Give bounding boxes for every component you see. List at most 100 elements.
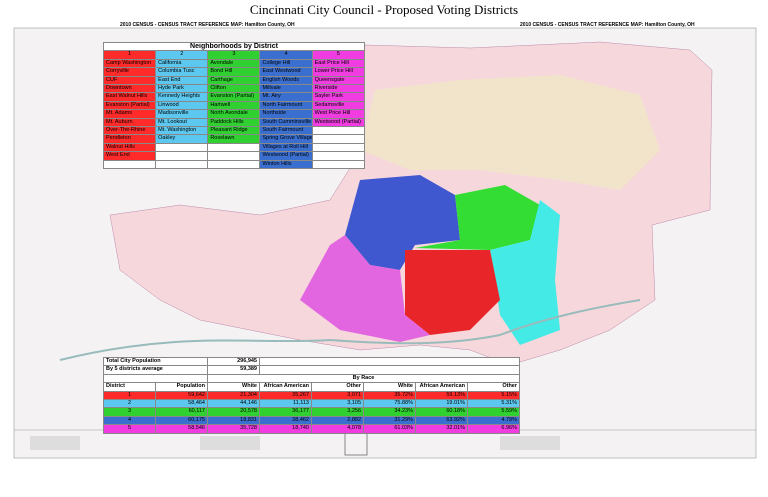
column-header: Other: [467, 382, 520, 392]
neighborhood: North Avondale: [207, 109, 261, 119]
neighborhood: Linwood: [155, 100, 209, 111]
district-number: 2: [155, 50, 209, 60]
neighborhood: Northside: [259, 109, 313, 119]
empty-cell: [207, 159, 261, 170]
empty-cell: [311, 142, 366, 153]
neighborhood: California: [155, 58, 209, 69]
footer-note: [500, 436, 560, 450]
neighborhood: West Price Hill: [311, 109, 366, 119]
neighborhood: Kennedy Heights: [155, 92, 209, 102]
neighborhood: Mt. Airy: [259, 92, 313, 102]
neighborhood: Villages at Roll Hill: [259, 142, 313, 153]
neighborhood: Avondale: [207, 58, 261, 69]
neighborhood: Westwood (Partial): [311, 117, 366, 128]
empty-cell: [207, 142, 261, 153]
neighborhood: Bond Hill: [207, 67, 261, 77]
neighborhood: Clifton: [207, 84, 261, 94]
cell: 5.59%: [467, 407, 520, 417]
cell: 35,267: [259, 390, 312, 401]
cell: 60.18%: [415, 407, 468, 417]
column-header: Other: [311, 382, 364, 392]
neighborhood: Hyde Park: [155, 84, 209, 94]
neighborhood-table: Neighborhoods by District 1 2 3 4 5 Camp Washi…: [102, 41, 366, 170]
district-4: [345, 175, 460, 270]
neighborhood: East End: [155, 75, 209, 86]
cell: 4,078: [311, 424, 364, 434]
value: 59,389: [207, 365, 260, 375]
cell: 18,740: [259, 424, 312, 434]
cell: 35.72%: [363, 390, 416, 401]
row: Evanston (Partial) Linwood Hartwell North F…: [102, 100, 366, 111]
row: Neighborhoods by District: [103, 41, 365, 52]
cell: 44,146: [207, 399, 260, 409]
empty-cell: [311, 151, 366, 161]
district-number: 5: [311, 50, 366, 60]
neighborhood: West End: [102, 151, 157, 161]
empty-cell: [155, 142, 209, 153]
cell: 18,831: [207, 415, 260, 426]
cell: 3: [103, 407, 156, 417]
neighborhood: Pleasant Ridge: [207, 126, 261, 136]
neighborhood: Spring Grove Village: [259, 134, 313, 144]
neighborhood: Mt. Lookout: [155, 117, 209, 128]
neighborhood: Evanston (Partial): [102, 100, 157, 111]
neighborhood: East Westwood: [259, 67, 313, 77]
neighborhood: Mt. Auburn: [102, 117, 157, 128]
row: 5 58,546 35,728 18,740 4,078 61.03% 32.01% 6.96…: [103, 424, 520, 434]
neighborhood: Sedamsville: [311, 100, 366, 111]
neighborhood: Sayler Park: [311, 92, 366, 102]
row: Walnut Hills Villages at Roll Hill: [102, 142, 366, 153]
river: [59, 299, 641, 361]
row: Corryville Columbia Tusc Bond Hill East Wes…: [102, 67, 366, 77]
empty-cell: [311, 159, 366, 170]
column-header: District: [103, 382, 156, 392]
cell: 59,642: [155, 390, 208, 401]
neighborhood: Over-The-Rhine: [102, 126, 157, 136]
cell: 75.88%: [363, 399, 416, 409]
neighborhood: Corryville: [102, 67, 157, 77]
neighborhood: Hartwell: [207, 100, 261, 111]
cell: 6.96%: [467, 424, 520, 434]
empty-cell: [155, 151, 209, 161]
cell: 4.79%: [467, 415, 520, 426]
neighborhood: Millvale: [259, 84, 313, 94]
neighborhood: Oakley: [155, 134, 209, 144]
cell: 3,105: [311, 399, 364, 409]
column-header: African American: [259, 382, 312, 392]
neighborhood: Roselawn: [207, 134, 261, 144]
empty-cell: [102, 159, 157, 170]
cell: 59.13%: [415, 390, 468, 401]
neighborhood: College Hill: [259, 58, 313, 69]
neighborhood: South Cumminsville: [259, 117, 313, 128]
neighborhood: North Fairmount: [259, 100, 313, 111]
empty-cell: [259, 365, 520, 375]
empty-cell: [311, 126, 366, 136]
district-number: 4: [259, 50, 313, 60]
neighborhood: East Price Hill: [311, 58, 366, 69]
column-header: White: [207, 382, 260, 392]
value: 296,945: [207, 356, 260, 367]
row: Downtown Hyde Park Clifton Millvale Riversid…: [102, 84, 366, 94]
neighborhood: Walnut Hills: [102, 142, 157, 153]
empty-cell: [103, 373, 208, 384]
cell: 58,546: [155, 424, 208, 434]
cell: 4: [103, 415, 156, 426]
neighborhood: East Walnut Hills: [102, 92, 157, 102]
row: Camp Washington California Avondale College…: [102, 58, 366, 69]
cell: 3,071: [311, 390, 364, 401]
caption: 2010 CENSUS - CENSUS TRACT REFERENCE MAP…: [520, 22, 695, 28]
empty-cell: [259, 356, 520, 367]
neighborhood: Mt. Adams: [102, 109, 157, 119]
cell: 58,464: [155, 399, 208, 409]
empty-cell: [207, 151, 261, 161]
empty-cell: [311, 134, 366, 144]
cell: 61.03%: [363, 424, 416, 434]
cell: 2: [103, 399, 156, 409]
cell: 63.92%: [415, 415, 468, 426]
label: By 5 districts average: [103, 365, 208, 375]
cell: 21,304: [207, 390, 260, 401]
empty-cell: [155, 159, 209, 170]
